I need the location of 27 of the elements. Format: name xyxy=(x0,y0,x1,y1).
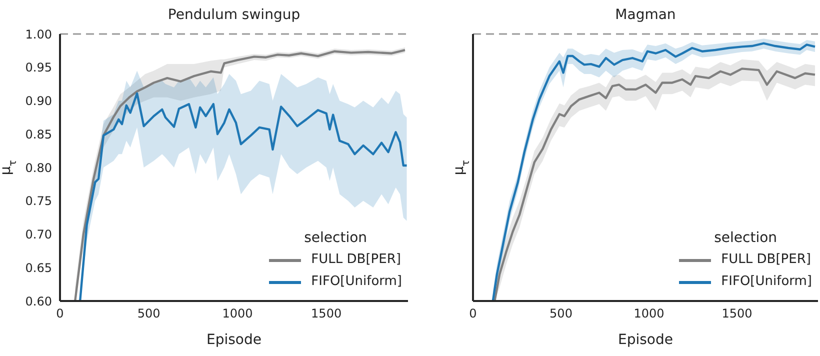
chart-title: Pendulum swingup xyxy=(168,7,300,23)
x-tick-label: 500 xyxy=(137,306,160,321)
x-tick-label: 1500 xyxy=(311,306,342,321)
y-tick-label: 0.85 xyxy=(25,127,52,142)
x-tick-label: 0 xyxy=(56,306,64,321)
y-tick-label: 0.60 xyxy=(25,294,52,308)
y-tick-label: 0.90 xyxy=(25,94,52,108)
y-tick-label: 0.80 xyxy=(25,160,52,175)
x-tick-label: 1500 xyxy=(722,306,752,321)
x-axis-title: Episode xyxy=(618,332,673,348)
x-axis-title: Episode xyxy=(206,332,262,348)
y-tick-label: 0.95 xyxy=(25,60,52,75)
legend-title: selection xyxy=(714,230,778,246)
y-tick-label: 0.65 xyxy=(25,260,52,275)
x-tick-label: 1000 xyxy=(222,306,253,321)
x-tick-label: 500 xyxy=(550,306,572,321)
legend-label: FULL DB[PER] xyxy=(311,251,401,269)
chart-title: Magman xyxy=(615,7,676,23)
y-tick-label: 0.70 xyxy=(25,228,52,242)
legend-label: FULL DB[PER] xyxy=(721,251,811,269)
y-tick-label: 1.00 xyxy=(25,27,52,42)
legend-title: selection xyxy=(304,230,368,246)
y-tick-label: 0.75 xyxy=(25,194,52,208)
legend-label: FIFO[Uniform] xyxy=(311,273,402,291)
x-tick-label: 0 xyxy=(469,306,477,321)
x-tick-label: 1000 xyxy=(634,306,664,321)
legend-label: FIFO[Uniform] xyxy=(721,273,812,291)
